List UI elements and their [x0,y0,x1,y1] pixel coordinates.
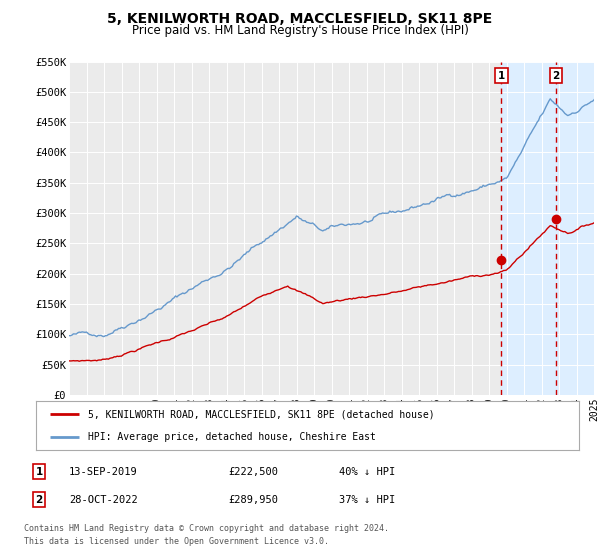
Text: 28-OCT-2022: 28-OCT-2022 [69,494,138,505]
Text: Price paid vs. HM Land Registry's House Price Index (HPI): Price paid vs. HM Land Registry's House … [131,24,469,36]
Text: 5, KENILWORTH ROAD, MACCLESFIELD, SK11 8PE (detached house): 5, KENILWORTH ROAD, MACCLESFIELD, SK11 8… [88,409,434,419]
Text: Contains HM Land Registry data © Crown copyright and database right 2024.: Contains HM Land Registry data © Crown c… [24,524,389,533]
Text: HPI: Average price, detached house, Cheshire East: HPI: Average price, detached house, Ches… [88,432,376,441]
Text: 13-SEP-2019: 13-SEP-2019 [69,466,138,477]
Text: 40% ↓ HPI: 40% ↓ HPI [339,466,395,477]
Bar [502,62,600,395]
Text: This data is licensed under the Open Government Licence v3.0.: This data is licensed under the Open Gov… [24,537,329,546]
Text: £222,500: £222,500 [228,466,278,477]
Text: 1: 1 [498,71,505,81]
Text: 5, KENILWORTH ROAD, MACCLESFIELD, SK11 8PE: 5, KENILWORTH ROAD, MACCLESFIELD, SK11 8… [107,12,493,26]
Text: 2: 2 [553,71,560,81]
Text: 37% ↓ HPI: 37% ↓ HPI [339,494,395,505]
Text: 2: 2 [35,494,43,505]
Text: £289,950: £289,950 [228,494,278,505]
Text: 1: 1 [35,466,43,477]
